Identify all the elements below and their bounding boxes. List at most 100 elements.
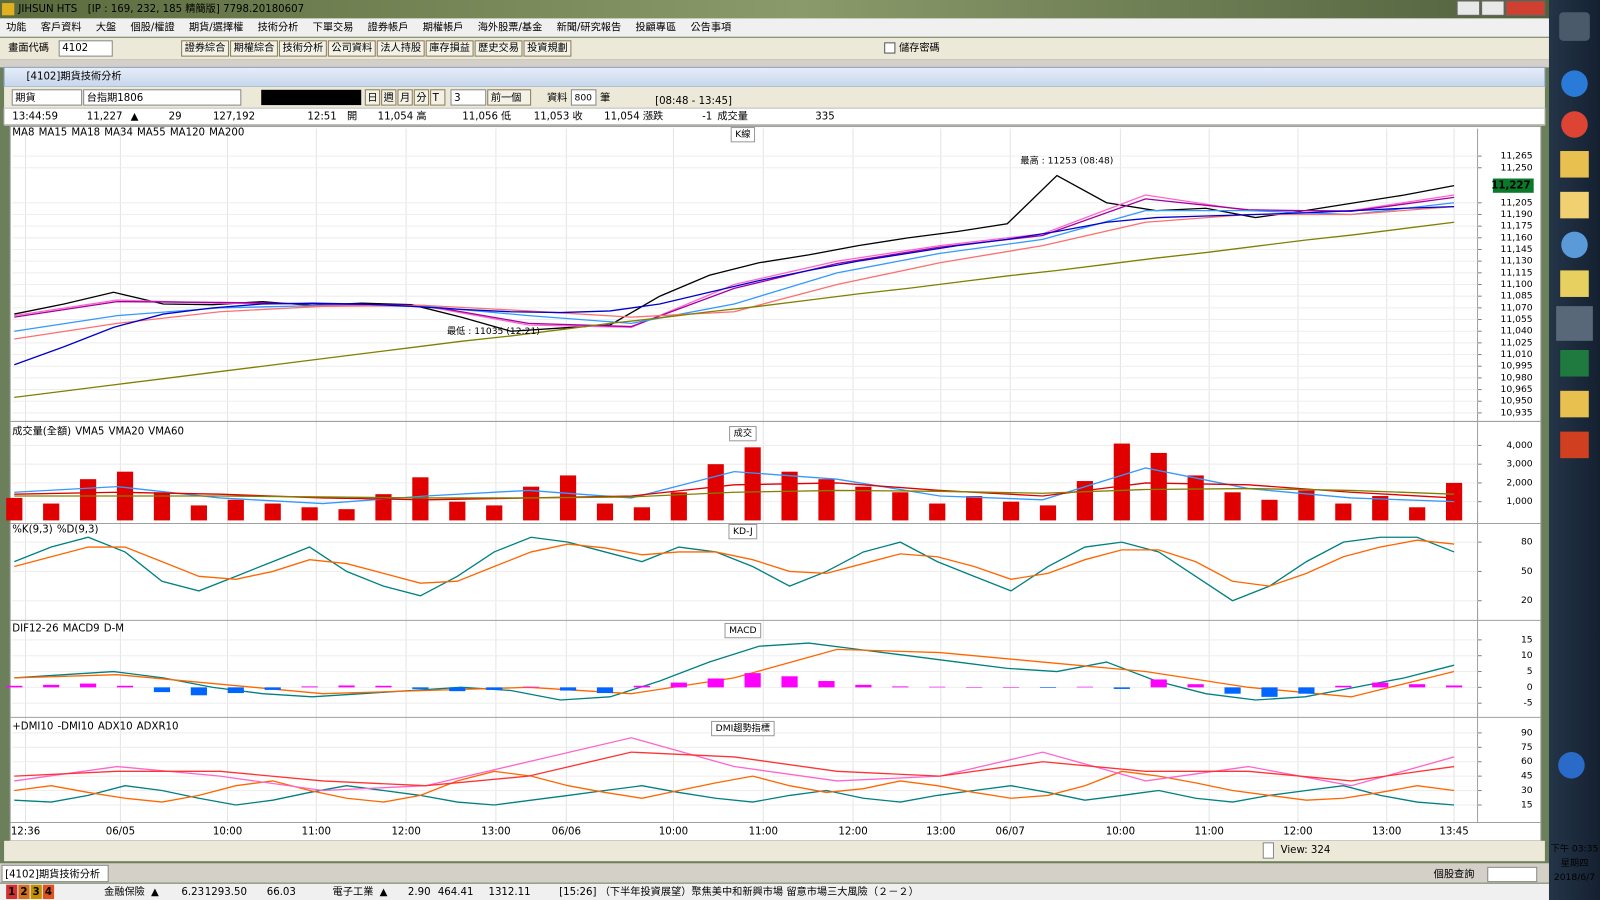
ticker-page[interactable] (30, 884, 42, 899)
menu-item[interactable]: 個股/權證 (130, 21, 174, 34)
period-label[interactable]: 日 (367, 93, 377, 104)
query-input[interactable] (1487, 866, 1538, 883)
toolbar-button[interactable] (425, 40, 474, 57)
bar (855, 684, 872, 688)
prev[interactable]: 前一個 (491, 91, 522, 104)
taskbar-icon[interactable] (1561, 111, 1588, 138)
checkbox[interactable] (884, 42, 896, 54)
bar (338, 685, 355, 688)
menu-item[interactable]: 海外股票/基金 (478, 21, 543, 34)
taskbar-icon[interactable] (1561, 231, 1588, 259)
taskbar-icon[interactable] (1556, 306, 1593, 341)
toolbar-button-label[interactable]: 技術分析 (283, 41, 324, 54)
menu-item[interactable]: 技術分析 (258, 21, 299, 34)
maximize-button[interactable] (1481, 0, 1505, 16)
tab-label[interactable]: [4102]期貨技術分析 (5, 867, 100, 880)
ticker-page-label[interactable]: 3 (33, 887, 40, 898)
menu-item[interactable]: 新聞/研究報告 (557, 21, 622, 34)
taskbar-icon[interactable] (1560, 431, 1589, 459)
toolbar-button-label[interactable]: 投資規劃 (527, 41, 568, 54)
market-select[interactable] (11, 89, 83, 106)
legend-entry[interactable]: %D(9,3) (57, 525, 99, 536)
menu-item[interactable]: 客戶資料 (41, 21, 82, 34)
prev-button[interactable] (487, 89, 532, 106)
legend-entry[interactable]: MA200 (209, 128, 244, 139)
legend-entry[interactable]: ADX10 (98, 722, 133, 733)
menu-item[interactable]: 期貨/選擇權 (189, 21, 243, 34)
toolbar-button-label[interactable]: 歷史交易 (478, 41, 519, 54)
period-button[interactable] (430, 89, 446, 106)
legend-entry[interactable]: MACD9 (63, 624, 100, 635)
legend-entry[interactable]: ADXR10 (137, 722, 179, 733)
period-button[interactable] (413, 89, 430, 106)
period-label[interactable]: 分 (416, 92, 426, 104)
taskbar-icon[interactable] (1560, 191, 1589, 219)
period-button[interactable] (381, 89, 397, 106)
quote-row (3, 107, 1546, 125)
legend-entry[interactable]: MA8 (12, 128, 34, 139)
ticker-page-label[interactable]: 4 (45, 887, 52, 898)
legend-entry[interactable]: MA120 (170, 128, 205, 139)
toolbar-button-label[interactable]: 證券綜合 (185, 41, 226, 54)
legend-entry[interactable]: D-M (104, 624, 124, 635)
legend-entry[interactable]: +DMI10 (12, 722, 53, 733)
ticker-page-label[interactable]: 1 (8, 887, 15, 898)
legend-entry[interactable]: -DMI10 (57, 722, 93, 733)
toolbar-button-label[interactable]: 公司資料 (331, 41, 372, 54)
minimize-button[interactable] (1456, 0, 1481, 16)
legend-entry[interactable]: MA15 (39, 128, 68, 139)
toolbar-button[interactable] (181, 40, 230, 57)
legend-entry[interactable]: MA55 (137, 128, 166, 139)
taskbar-icon[interactable] (1560, 350, 1589, 377)
legend-entry[interactable]: %K(9,3) (12, 525, 53, 536)
legend-entry[interactable]: 成交量(全額) (12, 425, 71, 438)
period-button[interactable] (364, 89, 381, 106)
period-button[interactable] (397, 89, 413, 106)
period-label[interactable]: T (432, 93, 440, 104)
y-tick-label: 4,000 (1506, 440, 1532, 451)
code-input[interactable] (58, 40, 113, 57)
toolbar-button[interactable] (523, 40, 572, 57)
y-tick-label: 15 (1521, 634, 1533, 645)
taskbar-icon[interactable] (1560, 390, 1589, 418)
tab[interactable] (1, 864, 109, 883)
toolbar-button[interactable] (278, 40, 327, 57)
close-button[interactable] (1505, 0, 1546, 16)
toolbar-button-label[interactable]: 法人持股 (380, 41, 421, 54)
interval-select[interactable] (450, 89, 487, 106)
legend-entry[interactable]: MA18 (71, 128, 100, 139)
taskbar-icon[interactable] (1560, 270, 1589, 297)
series-line (14, 205, 1455, 366)
taskbar-icon[interactable] (1559, 12, 1590, 41)
menu-item[interactable]: 功能 (6, 21, 26, 34)
menu-item[interactable]: 公告事項 (690, 21, 731, 34)
toolbar-button-label[interactable]: 庫存損益 (429, 41, 470, 54)
scroll-right[interactable] (1262, 842, 1274, 859)
ticker-page[interactable] (6, 884, 18, 899)
data-count-box[interactable] (570, 89, 597, 106)
toolbar-button[interactable] (327, 40, 376, 57)
symbol-select[interactable] (83, 89, 242, 106)
toolbar-button[interactable] (230, 40, 278, 57)
taskbar-icon[interactable] (1561, 70, 1588, 97)
menu-item[interactable]: 期權帳戶 (423, 21, 464, 34)
period-label[interactable]: 月 (400, 92, 410, 104)
period-label[interactable]: 週 (384, 91, 394, 104)
ticker-page-label[interactable]: 2 (20, 887, 27, 898)
legend-entry[interactable]: MA34 (104, 128, 133, 139)
help-icon[interactable] (1558, 752, 1585, 779)
toolbar-button-label[interactable]: 期權綜合 (234, 41, 275, 54)
toolbar-button[interactable] (474, 40, 523, 57)
legend-entry[interactable]: DIF12-26 (12, 624, 58, 635)
menu-item[interactable]: 投顧專區 (635, 21, 676, 34)
legend-entry[interactable]: VMA5 (75, 427, 104, 438)
menu-item[interactable]: 證券帳戶 (368, 21, 409, 34)
taskbar-icon[interactable] (1560, 151, 1589, 178)
toolbar-button[interactable] (376, 40, 425, 57)
menu-item[interactable]: 大盤 (96, 21, 116, 34)
ticker-page[interactable] (42, 884, 55, 899)
menu-item[interactable]: 下單交易 (313, 21, 354, 34)
legend-entry[interactable]: VMA20 (109, 427, 145, 438)
legend-entry[interactable]: VMA60 (148, 427, 184, 438)
ticker-page[interactable] (18, 884, 30, 899)
